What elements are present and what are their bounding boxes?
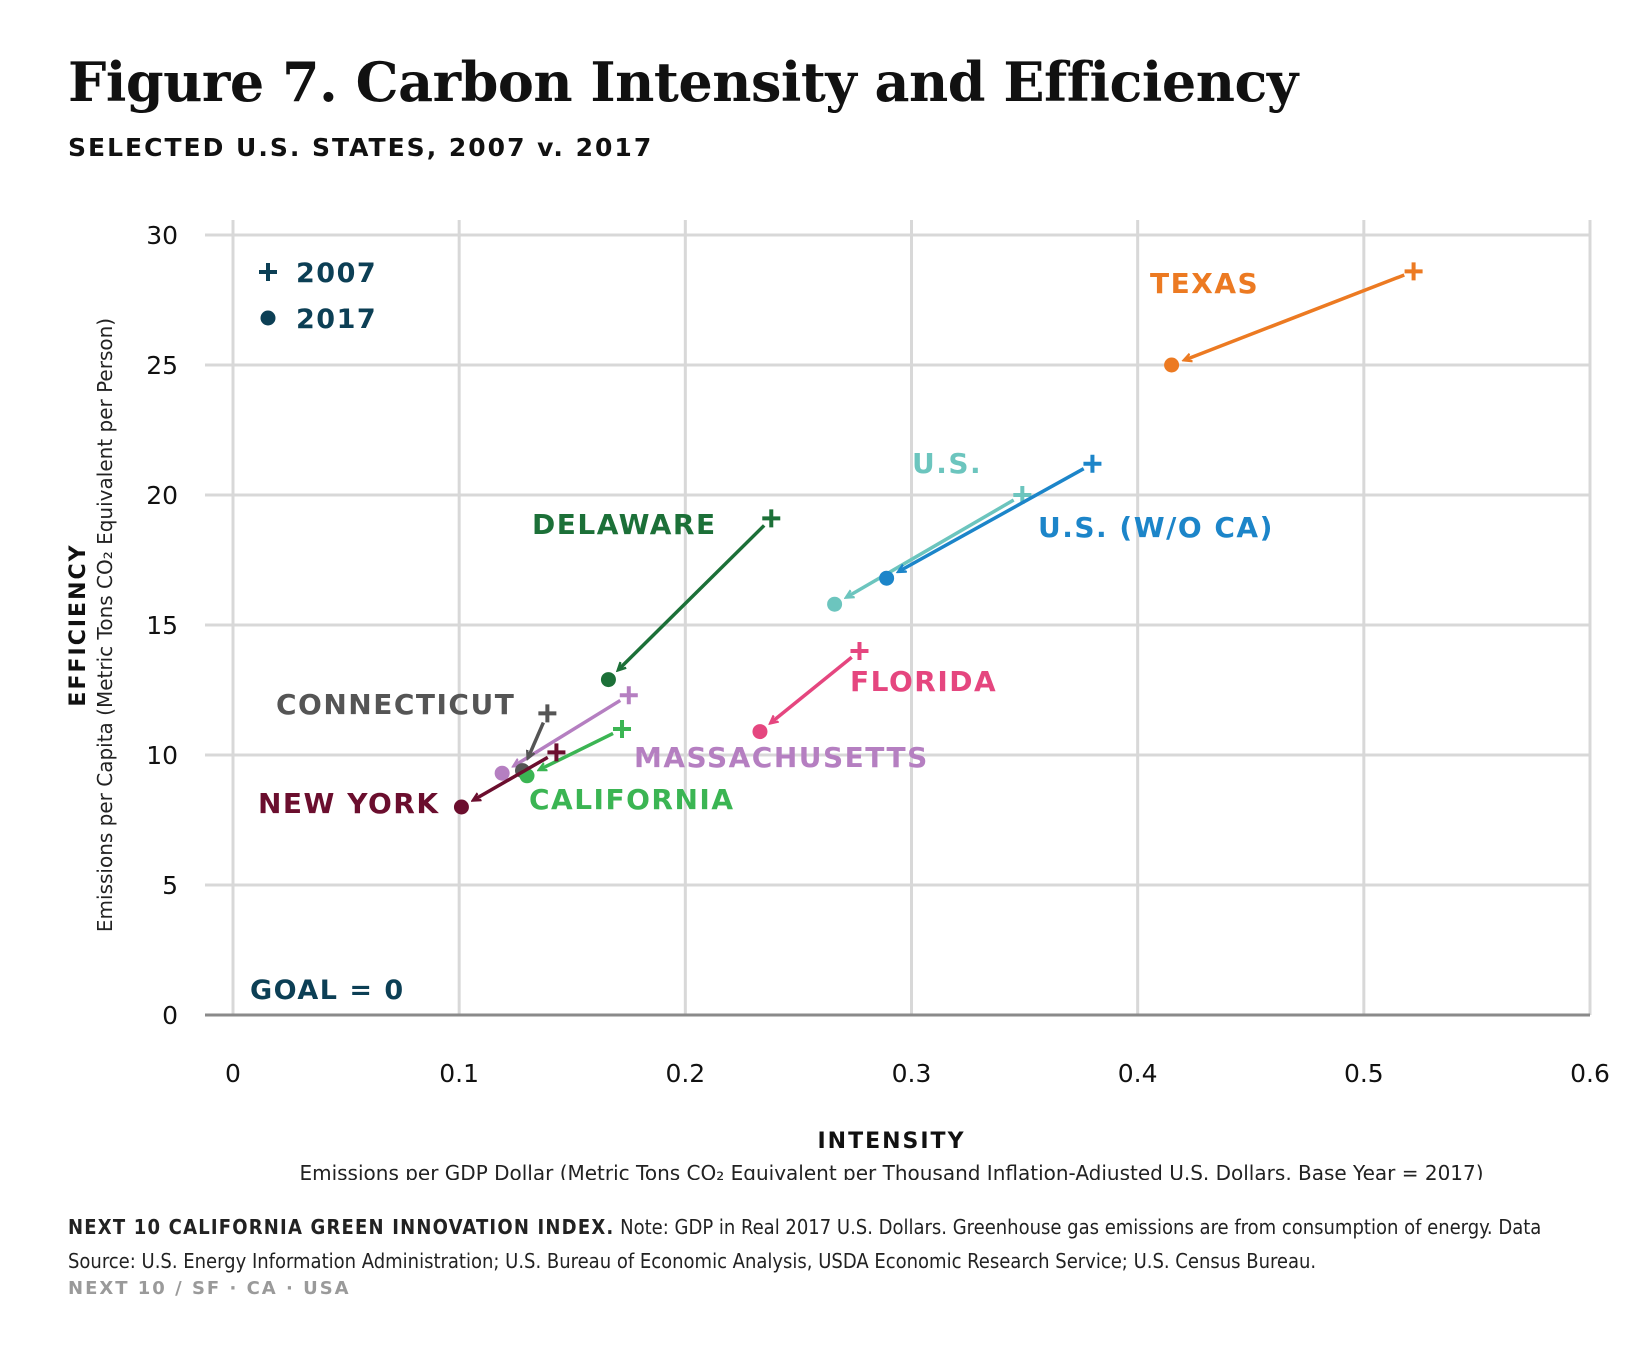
x-axis-title: INTENSITY (817, 1129, 965, 1154)
y-tick-label: 20 (146, 481, 178, 510)
point-2007-u-s-w-o-ca (1083, 454, 1102, 473)
page-title: Figure 7. Carbon Intensity and Efficienc… (68, 50, 1298, 114)
goal-annotation: GOAL = 0 (250, 975, 405, 1006)
point-2017-delaware (600, 672, 616, 688)
y-tick-label: 30 (146, 221, 178, 250)
footer-note-text: Note: GDP in Real 2017 U.S. Dollars. Gre… (68, 1215, 1542, 1273)
series-label-massachusetts: MASSACHUSETTS (634, 741, 929, 774)
x-tick-label: 0.4 (1118, 1059, 1158, 1088)
legend-2017-marker (260, 310, 276, 326)
point-2017-new-york (453, 799, 469, 815)
point-2007-connecticut (538, 704, 557, 723)
footer-source-label: NEXT 10 CALIFORNIA GREEN INNOVATION INDE… (68, 1215, 615, 1239)
series-label-new-york: NEW YORK (258, 787, 440, 820)
page-subtitle: SELECTED U.S. STATES, 2007 v. 2017 (68, 133, 654, 162)
x-tick-label: 0.3 (892, 1059, 932, 1088)
y-tick-label: 5 (162, 871, 178, 900)
x-tick-label: 0.2 (665, 1059, 705, 1088)
y-axis-title: EFFICIENCY (66, 543, 91, 706)
series-label-u-s-w-o-ca: U.S. (W/O CA) (1038, 511, 1274, 544)
series-label-california: CALIFORNIA (529, 783, 735, 816)
scatter-chart: 0 5 10 15 20 25 30 0 0.1 0.2 0.3 0.4 0.5 0.6 INTENSITY… (66, 220, 1610, 1180)
point-2007-florida (850, 642, 869, 660)
series-label-connecticut: CONNECTICUT (276, 688, 515, 721)
legend-2007-label: 2007 (296, 258, 377, 289)
y-tick-label: 10 (146, 741, 178, 770)
arrow-delaware (618, 524, 766, 669)
point-2017-florida (752, 724, 768, 740)
arrow-u-s-w-o-ca (899, 467, 1085, 572)
point-2007-new-york (547, 743, 566, 762)
point-2007-texas (1404, 262, 1423, 281)
legend-2007-marker (259, 263, 277, 281)
arrow-u-s (847, 498, 1015, 597)
x-tick-label: 0 (225, 1059, 241, 1088)
y-tick-label: 0 (162, 1001, 178, 1030)
arrow-florida (771, 655, 853, 722)
x-tick-label: 0.5 (1344, 1059, 1384, 1088)
y-tick-label: 15 (146, 611, 178, 640)
arrow-connecticut (528, 721, 545, 758)
point-2017-massachusetts (494, 765, 510, 781)
series-label-florida: FLORIDA (850, 665, 997, 698)
x-axis-subtitle: Emissions per GDP Dollar (Metric Tons CO… (299, 1161, 1483, 1180)
arrow-california (540, 731, 614, 769)
point-2007-california (613, 720, 632, 738)
footer-note: NEXT 10 CALIFORNIA GREEN INNOVATION INDE… (68, 1210, 1608, 1278)
legend-2017-label: 2017 (296, 304, 377, 335)
y-axis-subtitle: Emissions per Capita (Metric Tons CO₂ Eq… (93, 318, 117, 932)
arrow-new-york (474, 755, 549, 800)
point-2017-u-s-w-o-ca (879, 570, 895, 586)
series-label-u-s: U.S. (912, 447, 982, 480)
series-label-texas: TEXAS (1150, 267, 1259, 300)
footer-org: NEXT 10 / SF · CA · USA (68, 1278, 351, 1299)
point-2017-texas (1164, 357, 1180, 373)
x-tick-label: 0.6 (1570, 1059, 1610, 1088)
x-tick-label: 0.1 (439, 1059, 479, 1088)
point-2007-massachusetts (619, 686, 638, 705)
point-2017-u-s (827, 596, 843, 612)
y-tick-label: 25 (146, 351, 178, 380)
arrow-texas (1185, 273, 1405, 360)
point-2007-delaware (762, 509, 781, 528)
series-label-delaware: DELAWARE (532, 508, 717, 541)
